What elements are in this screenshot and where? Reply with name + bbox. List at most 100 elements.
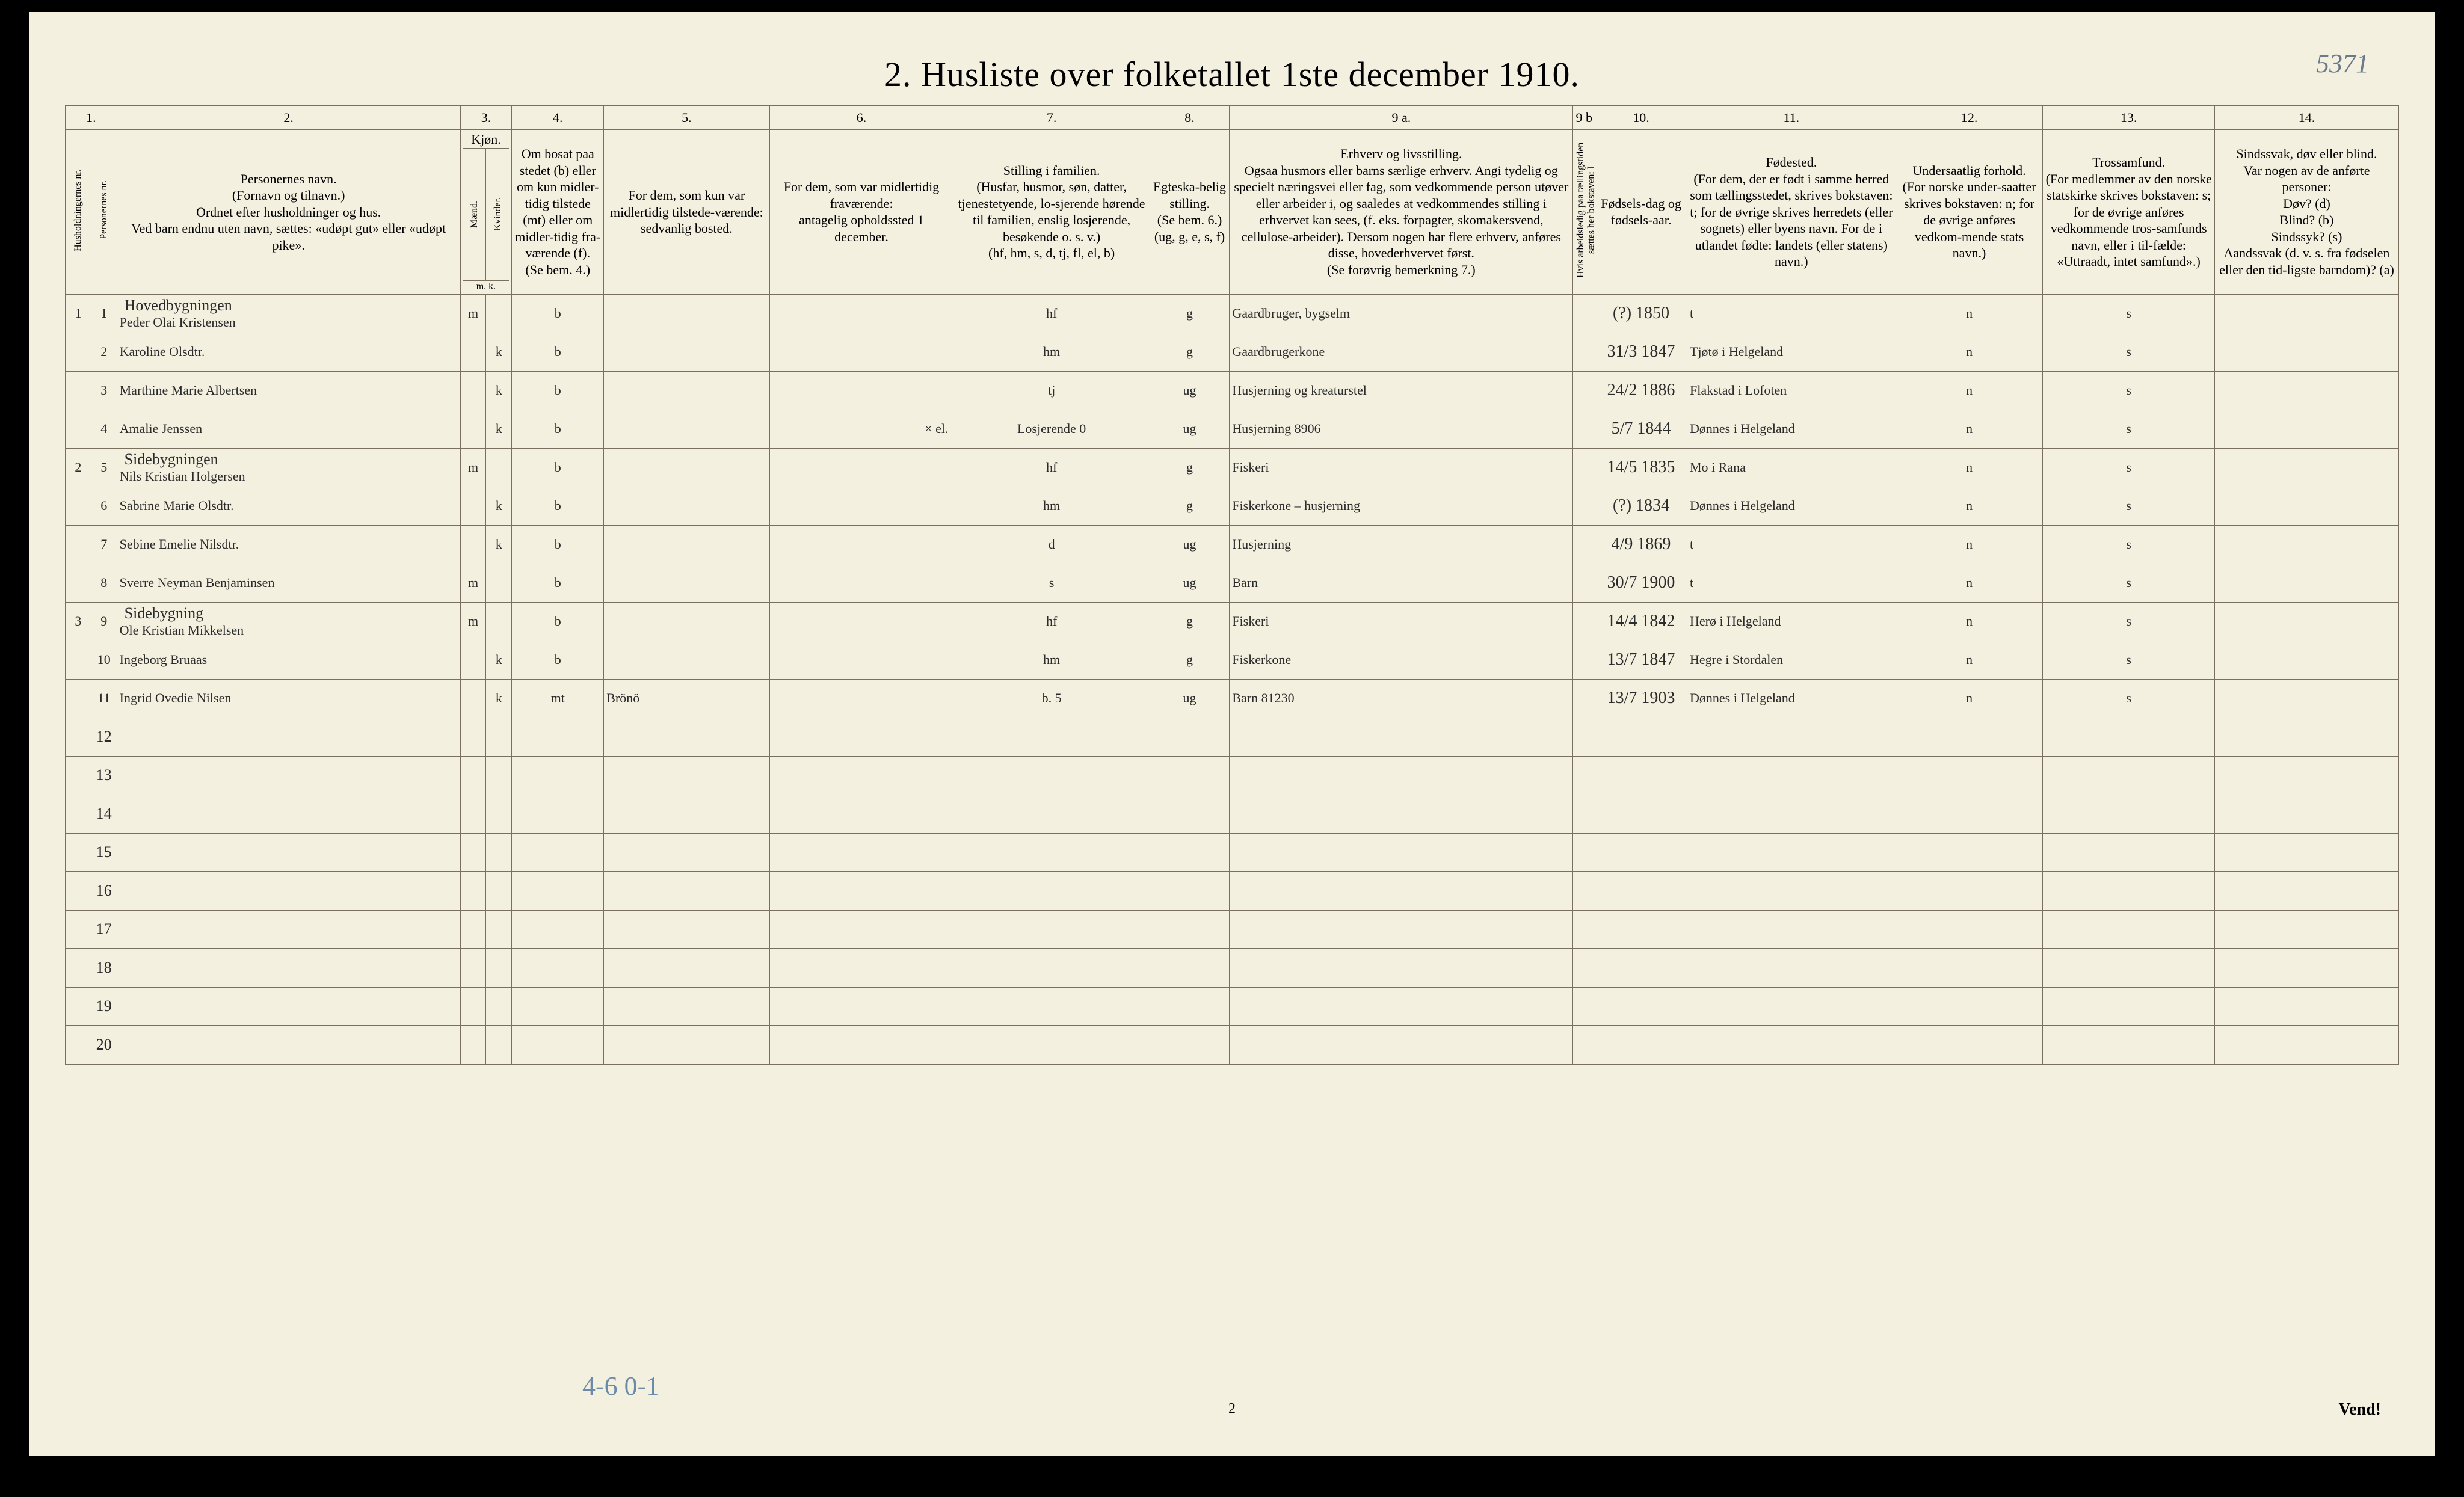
cell xyxy=(2214,487,2398,525)
table-body: 1 1 HovedbygningenPeder Olai Kristensen … xyxy=(66,294,2399,1064)
cell: Mo i Rana xyxy=(1687,448,1896,487)
table-row: 3 Marthine Marie Albertsen k b tj ug Hus… xyxy=(66,371,2399,410)
cell xyxy=(2214,564,2398,602)
page-number: 2 xyxy=(1228,1401,1236,1417)
cell: 4 xyxy=(91,410,117,448)
cell xyxy=(486,602,512,641)
table-row-empty: 13 xyxy=(66,756,2399,795)
cell: s xyxy=(953,564,1150,602)
cell: n xyxy=(1896,448,2043,487)
table-row: 11 Ingrid Ovedie Nilsen k mt Brönö b. 5 … xyxy=(66,679,2399,718)
colnum-10: 10. xyxy=(1595,106,1687,130)
cell: 1 xyxy=(91,294,117,333)
cell: 3 xyxy=(91,371,117,410)
cell: k xyxy=(486,487,512,525)
cell: hf xyxy=(953,602,1150,641)
cell: g xyxy=(1150,333,1230,371)
cell: Herø i Helgeland xyxy=(1687,602,1896,641)
table-row: 4 Amalie Jenssen k b × el. Losjerende 0 … xyxy=(66,410,2399,448)
cell: 8 xyxy=(91,564,117,602)
hdr-marital: Egteska-belig stilling. (Se bem. 6.) (ug… xyxy=(1150,130,1230,295)
cell: s xyxy=(2043,602,2215,641)
cell: b xyxy=(512,487,604,525)
colnum-9a: 9 a. xyxy=(1230,106,1573,130)
cell: 3 xyxy=(66,602,91,641)
cell: Fiskeri xyxy=(1230,602,1573,641)
cell: g xyxy=(1150,487,1230,525)
cell xyxy=(604,602,769,641)
colnum-1: 1. xyxy=(66,106,117,130)
turn-over-label: Vend! xyxy=(2338,1400,2381,1419)
cell: n xyxy=(1896,371,2043,410)
cell: 14/5 1835 xyxy=(1595,448,1687,487)
cell: mt xyxy=(512,679,604,718)
cell: Fiskeri xyxy=(1230,448,1573,487)
table-row: 8 Sverre Neyman Benjaminsen m b s ug Bar… xyxy=(66,564,2399,602)
census-page: 5371 2. Husliste over folketallet 1ste d… xyxy=(29,12,2435,1456)
cell: s xyxy=(2043,679,2215,718)
hdr-household-no: Husholdningernes nr. xyxy=(66,130,91,295)
table-row-empty: 15 xyxy=(66,833,2399,871)
cell: k xyxy=(486,371,512,410)
cell xyxy=(604,410,769,448)
colnum-14: 14. xyxy=(2214,106,2398,130)
cell: tj xyxy=(953,371,1150,410)
cell: Amalie Jenssen xyxy=(117,410,460,448)
cell xyxy=(769,487,953,525)
cell: hm xyxy=(953,641,1150,679)
cell xyxy=(2214,448,2398,487)
cell: × el. xyxy=(769,410,953,448)
cell: ug xyxy=(1150,410,1230,448)
cell: 5 xyxy=(91,448,117,487)
cell: m xyxy=(460,294,486,333)
cell: ug xyxy=(1150,371,1230,410)
cell: n xyxy=(1896,679,2043,718)
table-row-empty: 18 xyxy=(66,948,2399,987)
cell xyxy=(1573,294,1595,333)
cell: b xyxy=(512,333,604,371)
hdr-person-no: Personernes nr. xyxy=(91,130,117,295)
cell xyxy=(1573,564,1595,602)
cell: SidebygningenNils Kristian Holgersen xyxy=(117,448,460,487)
cell xyxy=(604,564,769,602)
cell: d xyxy=(953,525,1150,564)
colnum-12: 12. xyxy=(1896,106,2043,130)
cell xyxy=(1573,602,1595,641)
hdr-sex: Kjøn. Mænd. Kvinder. m. k. xyxy=(460,130,512,295)
cell: g xyxy=(1150,294,1230,333)
hdr-residence: Om bosat paa stedet (b) eller om kun mid… xyxy=(512,130,604,295)
cell: t xyxy=(1687,294,1896,333)
colnum-7: 7. xyxy=(953,106,1150,130)
cell: Dønnes i Helgeland xyxy=(1687,487,1896,525)
cell: 13/7 1903 xyxy=(1595,679,1687,718)
cell xyxy=(769,333,953,371)
cell: b xyxy=(512,448,604,487)
cell xyxy=(66,333,91,371)
cell: m xyxy=(460,448,486,487)
column-number-row: 1. 2. 3. 4. 5. 6. 7. 8. 9 a. 9 b 10. 11.… xyxy=(66,106,2399,130)
cell: 9 xyxy=(91,602,117,641)
hdr-birthdate: Fødsels-dag og fødsels-aar. xyxy=(1595,130,1687,295)
hdr-name: Personernes navn. (Fornavn og tilnavn.) … xyxy=(117,130,460,295)
cell: 31/3 1847 xyxy=(1595,333,1687,371)
table-row-empty: 20 xyxy=(66,1025,2399,1064)
cell xyxy=(604,371,769,410)
cell: 24/2 1886 xyxy=(1595,371,1687,410)
colnum-9b: 9 b xyxy=(1573,106,1595,130)
colnum-6: 6. xyxy=(769,106,953,130)
cell xyxy=(769,679,953,718)
cell xyxy=(66,371,91,410)
cell: n xyxy=(1896,294,2043,333)
cell: ug xyxy=(1150,564,1230,602)
cell: s xyxy=(2043,487,2215,525)
cell: hm xyxy=(953,487,1150,525)
cell xyxy=(2214,679,2398,718)
cell: 11 xyxy=(91,679,117,718)
cell xyxy=(460,371,486,410)
table-row-empty: 16 xyxy=(66,871,2399,910)
cell: k xyxy=(486,410,512,448)
cell xyxy=(486,448,512,487)
cell xyxy=(604,641,769,679)
cell: Brönö xyxy=(604,679,769,718)
cell xyxy=(460,333,486,371)
